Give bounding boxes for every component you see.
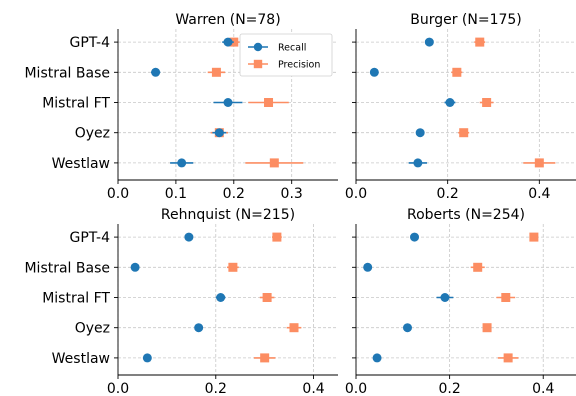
precision-point — [459, 128, 469, 138]
precision-point — [473, 262, 483, 272]
y-tick-label: GPT-4 — [69, 230, 110, 246]
legend-recall-label: Recall — [278, 43, 306, 54]
chart-title: Rehnquist (N=215) — [161, 207, 295, 223]
x-tick-label: 0.4 — [528, 186, 550, 202]
legend-precision-label: Precision — [278, 60, 320, 71]
chart-panel-3: Roberts (N=254) 0.0 0.2 0.4 — [345, 207, 576, 396]
precision-point — [269, 158, 279, 168]
x-tick-label: 0.3 — [281, 186, 303, 202]
x-tick-label: 0.2 — [223, 186, 245, 202]
recall-point — [194, 323, 204, 333]
x-tick-label: 0.0 — [107, 186, 129, 202]
chart-title: Roberts (N=254) — [407, 207, 525, 223]
precision-point — [260, 353, 270, 363]
precision-point — [262, 293, 272, 302]
recall-point — [445, 98, 455, 107]
recall-point — [413, 158, 423, 168]
recall-point — [130, 262, 140, 272]
x-tick-label: 0.2 — [205, 381, 227, 396]
recall-point — [372, 353, 382, 363]
x-tick-label: 0.1 — [165, 186, 187, 202]
precision-point — [228, 262, 238, 272]
recall-point — [151, 67, 161, 77]
y-tick-label: Westlaw — [52, 351, 110, 367]
recall-point — [369, 67, 379, 77]
recall-point — [184, 232, 194, 242]
y-tick-label: Mistral FT — [42, 291, 110, 307]
y-tick-label: Westlaw — [52, 156, 110, 172]
recall-point — [440, 293, 450, 302]
precision-point — [482, 323, 492, 333]
recall-point — [177, 158, 187, 168]
recall-point — [410, 232, 420, 242]
legend-recall-marker — [253, 42, 263, 52]
recall-point — [363, 262, 373, 272]
chart-panel-2: Rehnquist (N=215) 0.0 0.2 0.4 GPT-4 Mistral B… — [24, 207, 338, 396]
y-tick-label: Oyez — [75, 321, 110, 337]
recall-point — [223, 98, 233, 107]
y-tick-label: Oyez — [75, 126, 110, 142]
precision-point — [452, 67, 462, 77]
y-tick-label: Mistral Base — [24, 65, 110, 81]
recall-point — [223, 37, 233, 47]
precision-point — [534, 158, 544, 168]
chart-title: Warren (N=78) — [175, 12, 280, 28]
recall-point — [402, 323, 412, 333]
y-tick-label: Mistral FT — [42, 96, 110, 112]
legend-precision-marker — [253, 59, 263, 69]
recall-point — [142, 353, 152, 363]
precision-point — [503, 353, 513, 363]
x-tick-label: 0.4 — [302, 381, 324, 396]
chart-panel-1: Burger (N=175) 0.0 0.2 0.4 — [345, 12, 576, 202]
precision-point — [529, 232, 539, 242]
precision-point — [211, 67, 221, 77]
legend-box — [239, 33, 333, 77]
recall-point — [216, 293, 226, 302]
recall-point — [415, 128, 425, 138]
precision-point — [501, 293, 511, 302]
x-tick-label: 0.4 — [532, 381, 554, 396]
x-tick-label: 0.2 — [437, 186, 459, 202]
x-tick-label: 0.0 — [107, 381, 129, 396]
precision-point — [475, 37, 485, 47]
chart-title: Burger (N=175) — [410, 12, 522, 28]
y-tick-label: GPT-4 — [69, 35, 110, 51]
x-tick-label: 0.0 — [345, 381, 367, 396]
recall-point — [424, 37, 434, 47]
chart-panel-0: Warren (N=78) 0.0 0.1 0.2 0.3 GPT-4 Mistral Ba… — [24, 12, 338, 202]
precision-point — [482, 98, 492, 107]
precision-point — [272, 232, 282, 242]
x-tick-label: 0.2 — [438, 381, 460, 396]
x-tick-label: 0.0 — [345, 186, 367, 202]
y-tick-label: Mistral Base — [24, 260, 110, 276]
legend: Recall Precision — [239, 33, 333, 77]
precision-point — [289, 323, 299, 333]
precision-point — [264, 98, 274, 107]
recall-point — [214, 128, 224, 138]
